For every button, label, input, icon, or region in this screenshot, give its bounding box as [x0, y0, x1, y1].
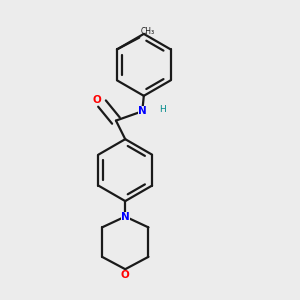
Text: CH₃: CH₃ — [141, 27, 155, 36]
Text: N: N — [121, 212, 130, 222]
Text: H: H — [159, 105, 166, 114]
Text: O: O — [121, 270, 130, 280]
Text: N: N — [138, 106, 147, 116]
Text: O: O — [92, 95, 101, 106]
